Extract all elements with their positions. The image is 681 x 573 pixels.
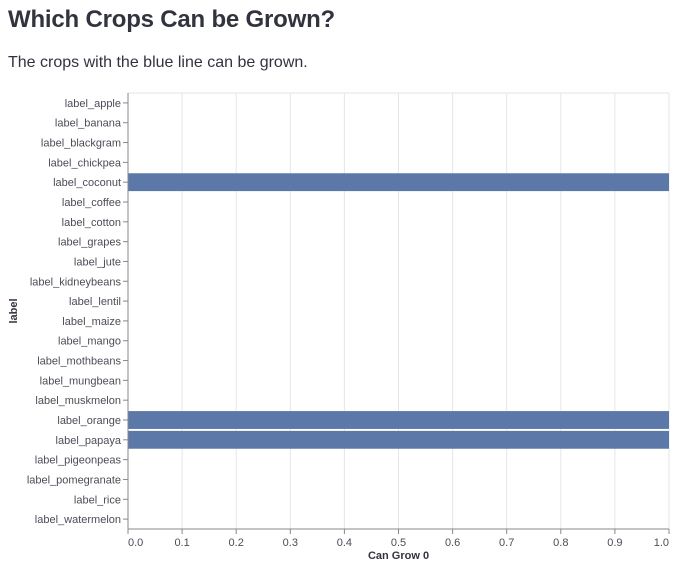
y-tick-label: label_coffee — [62, 197, 121, 209]
y-tick-label: label_muskmelon — [35, 395, 121, 407]
x-tick-label: 0.1 — [174, 537, 189, 549]
y-tick-label: label_orange — [57, 415, 121, 427]
x-tick-label: 0.9 — [607, 537, 622, 549]
x-tick-label: 0.3 — [283, 537, 298, 549]
y-tick-label: label_coconut — [53, 177, 121, 189]
y-tick-label: label_grapes — [58, 237, 121, 249]
y-tick-label: label_rice — [74, 494, 121, 506]
y-tick-label: label_maize — [62, 316, 121, 328]
y-tick-label: label_blackgram — [41, 138, 121, 150]
y-tick-label: label_lentil — [69, 296, 121, 308]
y-tick-label: label_kidneybeans — [30, 276, 122, 288]
y-tick-label: label_watermelon — [35, 514, 121, 526]
x-tick-label: 0.2 — [229, 537, 244, 549]
page-title: Which Crops Can be Grown? — [8, 6, 336, 33]
y-tick-label: label_papaya — [56, 435, 122, 447]
x-tick-label: 0.4 — [337, 537, 352, 549]
bar-label_papaya — [128, 430, 669, 449]
y-tick-label: label_mungbean — [40, 375, 121, 387]
x-tick-label: 0.5 — [391, 537, 406, 549]
x-tick-label: 0.8 — [553, 537, 568, 549]
x-axis-title: Can Grow 0 — [368, 550, 429, 562]
y-tick-label: label_pomegranate — [27, 474, 121, 486]
y-tick-label: label_mango — [58, 336, 121, 348]
y-tick-label: label_jute — [74, 256, 121, 268]
x-tick-label: 0.7 — [499, 537, 514, 549]
x-tick-label: 0.0 — [128, 537, 143, 549]
x-tick-label: 1.0 — [654, 537, 669, 549]
y-axis-title: label — [8, 298, 20, 323]
page-subtitle: The crops with the blue line can be grow… — [8, 54, 308, 71]
x-tick-label: 0.6 — [445, 537, 460, 549]
y-tick-label: label_chickpea — [48, 157, 122, 169]
y-tick-label: label_apple — [65, 98, 121, 110]
y-tick-label: label_mothbeans — [37, 356, 121, 368]
y-tick-label: label_cotton — [62, 217, 121, 229]
y-tick-label: label_banana — [55, 118, 122, 130]
bar-label_coconut — [128, 173, 669, 192]
y-tick-label: label_pigeonpeas — [35, 455, 122, 467]
bar-label_orange — [128, 411, 669, 429]
